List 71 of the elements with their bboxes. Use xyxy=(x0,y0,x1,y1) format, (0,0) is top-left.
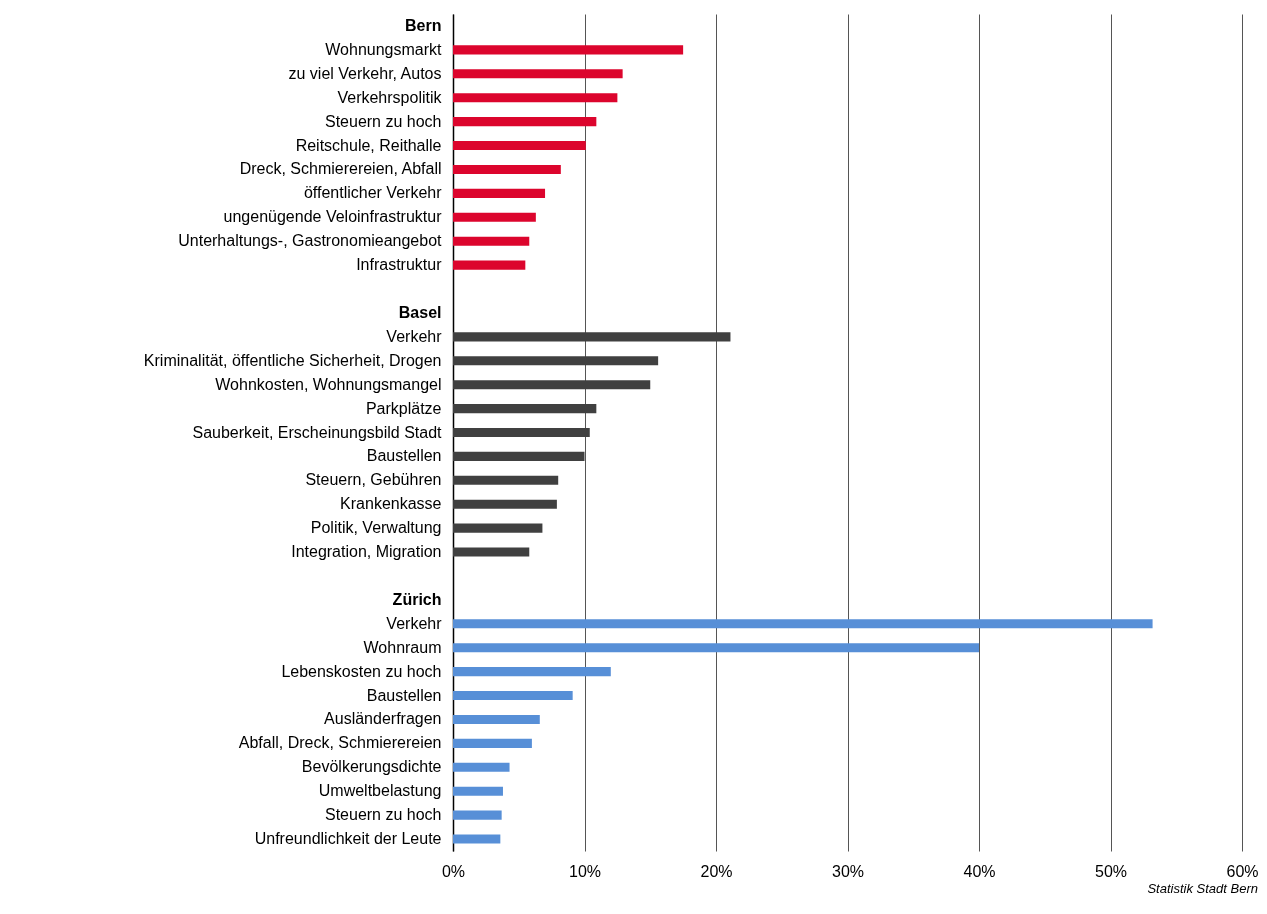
y-tick-label: Infrastruktur xyxy=(356,256,443,274)
y-tick-label: Sauberkeit, Erscheinungsbild Stadt xyxy=(192,423,443,441)
bar xyxy=(453,499,557,509)
y-tick-label: Baustellen xyxy=(366,686,442,704)
bar xyxy=(453,619,1153,629)
y-tick-label: Unterhaltungs-, Gastronomieangebot xyxy=(178,232,443,250)
y-tick-label: Basel xyxy=(398,303,442,321)
bar xyxy=(453,117,597,127)
bar xyxy=(453,451,585,461)
bar xyxy=(453,140,586,151)
y-tick-label: Wohnungsmarkt xyxy=(325,40,443,58)
y-tick-label: Verkehr xyxy=(386,614,443,632)
bar xyxy=(453,212,536,222)
y-tick-label: Verkehr xyxy=(386,327,443,345)
y-tick-label: zu viel Verkehr, Autos xyxy=(288,64,442,82)
bar xyxy=(453,547,530,557)
y-tick-label: Krankenkasse xyxy=(340,495,442,513)
x-tick-label: 0% xyxy=(441,862,466,880)
y-tick-label: Steuern zu hoch xyxy=(324,806,442,824)
bar xyxy=(453,45,684,55)
bar xyxy=(453,427,590,438)
y-tick-label: Steuern zu hoch xyxy=(324,112,442,130)
text: Statistik Stadt Bern xyxy=(1147,881,1259,896)
y-tick-label: ungenügende Veloinfrastruktur xyxy=(223,208,443,226)
bar xyxy=(453,380,651,390)
y-tick-label: Umweltbelastung xyxy=(318,782,442,800)
bar xyxy=(453,475,559,485)
bar xyxy=(453,93,618,103)
bar xyxy=(453,834,501,844)
y-tick-label: Bern xyxy=(405,16,442,34)
bar xyxy=(453,714,540,725)
bar xyxy=(453,164,561,174)
y-tick-label: Parkplätze xyxy=(365,399,442,417)
y-tick-label: Integration, Migration xyxy=(291,543,442,561)
y-tick-label: Kriminalität, öffentliche Sicherheit, Drogen xyxy=(143,351,442,369)
bar xyxy=(453,69,623,79)
x-tick-label: 30% xyxy=(831,862,865,880)
bar xyxy=(453,404,597,414)
x-tick-label: 60% xyxy=(1226,862,1259,880)
y-tick-label: Abfall, Dreck, Schmierereien xyxy=(238,734,442,752)
y-tick-label: Wohnkosten, Wohnungsmangel xyxy=(215,375,442,393)
y-tick-label: Zürich xyxy=(392,590,442,608)
bar xyxy=(453,236,530,246)
bar xyxy=(453,691,573,701)
y-tick-label: Politik, Verwaltung xyxy=(310,519,442,537)
bar xyxy=(453,523,543,533)
x-tick-label: 50% xyxy=(1094,862,1128,880)
y-tick-label: Dreck, Schmierereien, Abfall xyxy=(239,160,442,178)
bar xyxy=(453,188,546,198)
bar xyxy=(453,356,659,366)
y-tick-label: Wohnraum xyxy=(363,638,442,656)
bar xyxy=(453,667,611,677)
y-tick-label: Ausländerfragen xyxy=(324,710,442,728)
bar xyxy=(453,332,731,342)
x-tick-label: 40% xyxy=(963,862,996,880)
bar xyxy=(453,786,503,796)
y-tick-label: Reitschule, Reithalle xyxy=(295,136,442,154)
x-tick-label: 10% xyxy=(568,862,602,880)
y-tick-label: öffentlicher Verkehr xyxy=(303,184,443,202)
bar xyxy=(453,762,510,772)
y-tick-label: Bevölkerungsdichte xyxy=(301,758,442,776)
x-tick-label: 20% xyxy=(700,862,733,880)
bar xyxy=(453,738,532,748)
bar xyxy=(453,643,979,653)
y-tick-label: Lebenskosten zu hoch xyxy=(281,662,442,680)
y-tick-label: Baustellen xyxy=(366,447,442,465)
y-tick-label: Steuern, Gebühren xyxy=(305,471,442,489)
y-tick-label: Unfreundlichkeit der Leute xyxy=(254,830,442,848)
bar xyxy=(453,810,502,820)
y-tick-label: Verkehrspolitik xyxy=(337,88,443,106)
bar xyxy=(453,260,526,270)
